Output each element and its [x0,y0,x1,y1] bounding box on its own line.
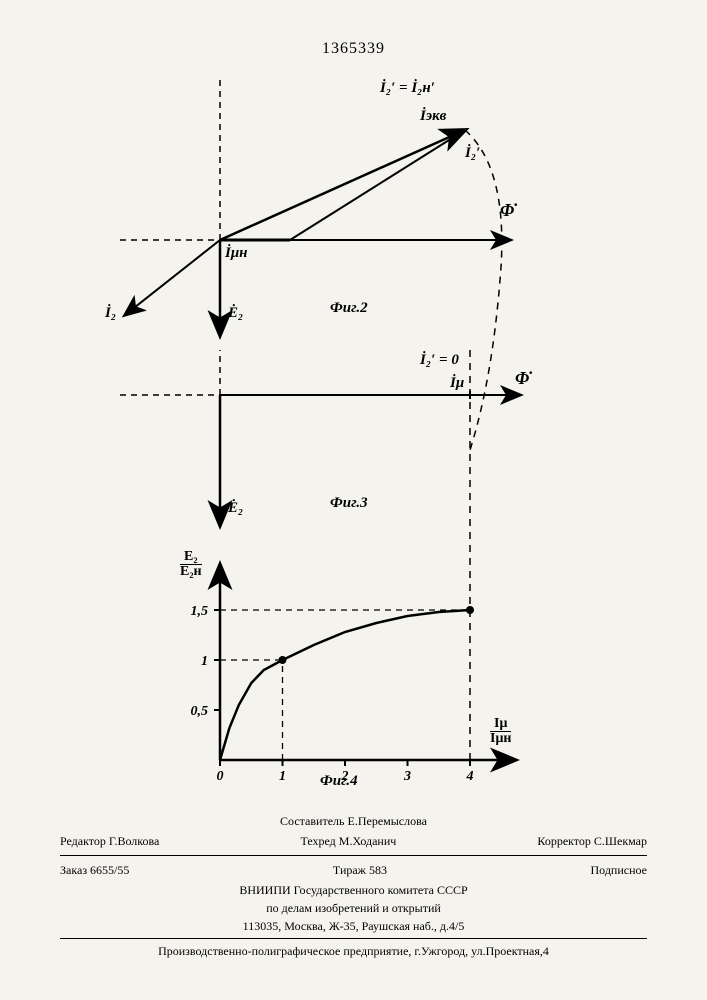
fig2-title: Фиг.2 [330,300,368,317]
figures-container: İ₂′ = İ₂н′ İэкв İ₂′ Φ̇ İμн İ₂ Ė₂ Фиг.2 [120,70,520,780]
svg-text:1,5: 1,5 [191,604,209,619]
fig2-phi-label: Φ̇ [500,200,514,221]
footer: Составитель Е.Перемыслова Редактор Г.Вол… [60,812,647,960]
footer-subscription: Подписное [591,861,648,879]
fig4-title: Фиг.4 [320,773,358,790]
fig2-iekv-label: İэкв [420,108,446,125]
svg-text:3: 3 [403,769,411,784]
footer-addr1: 113035, Москва, Ж-35, Раушская наб., д.4… [60,917,647,935]
fig4-xlabel-frac: IμIμн [490,717,511,746]
fig2-eq: İ₂′ = İ₂н′ [380,80,435,97]
fig2-svg [120,70,520,330]
fig4-ylabel-frac: E₂E₂н [180,550,202,579]
footer-org2: по делам изобретений и открытий [60,899,647,917]
svg-text:4: 4 [466,769,474,784]
footer-corrector: Корректор С.Шекмар [537,832,647,850]
fig4-ylabel: E₂/E₂н E₂E₂н [180,550,202,579]
svg-text:0,5: 0,5 [191,704,209,719]
footer-compiler: Составитель Е.Перемыслова [60,812,647,830]
footer-editor: Редактор Г.Волкова [60,832,159,850]
fig2-e2-label: Ė₂ [228,305,243,322]
footer-addr2: Производственно-полиграфическое предприя… [60,942,647,960]
fig2-i2-label: İ₂ [105,305,116,322]
footer-print-run: Тираж 583 [333,861,387,879]
svg-text:0: 0 [217,769,224,784]
svg-text:1: 1 [201,654,208,669]
fig2-imun-label: İμн [225,245,248,262]
fig3-eq: İ₂′ = 0 [420,352,459,369]
fig4-svg: 012340,511,5 [120,560,520,790]
fig3-phi-label: Φ̇ [515,368,529,389]
fig3-imu-label: İμ [450,375,464,392]
fig4-xlabel: Iμ/Iμн IμIμн [490,717,511,746]
fig3-title: Фиг.3 [330,495,368,512]
fig2-i2prime-label: İ₂′ [465,145,480,162]
footer-tech-editor: Техред М.Ходанич [300,832,396,850]
patent-number: 1365339 [322,40,385,58]
footer-order: Заказ 6655/55 [60,861,129,879]
fig3-e2-label: Ė₂ [228,500,243,517]
footer-org1: ВНИИПИ Государственного комитета СССР [60,881,647,899]
svg-text:1: 1 [279,769,286,784]
